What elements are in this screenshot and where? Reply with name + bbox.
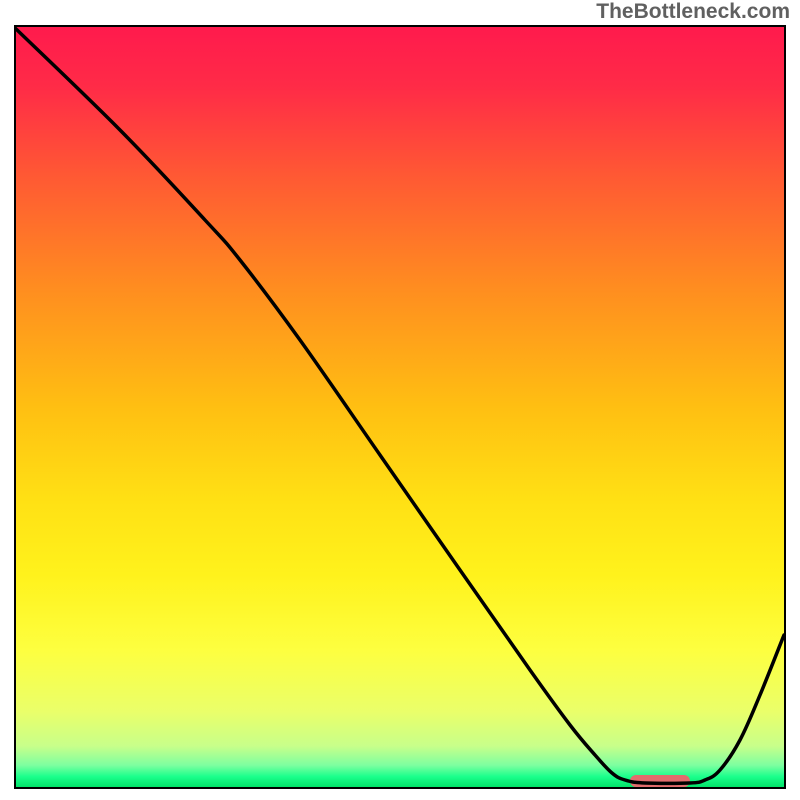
watermark-text: TheBottleneck.com xyxy=(596,0,790,24)
bottleneck-chart xyxy=(0,0,800,800)
chart-wrapper: { "chart": { "type": "line-on-gradient",… xyxy=(0,0,800,800)
